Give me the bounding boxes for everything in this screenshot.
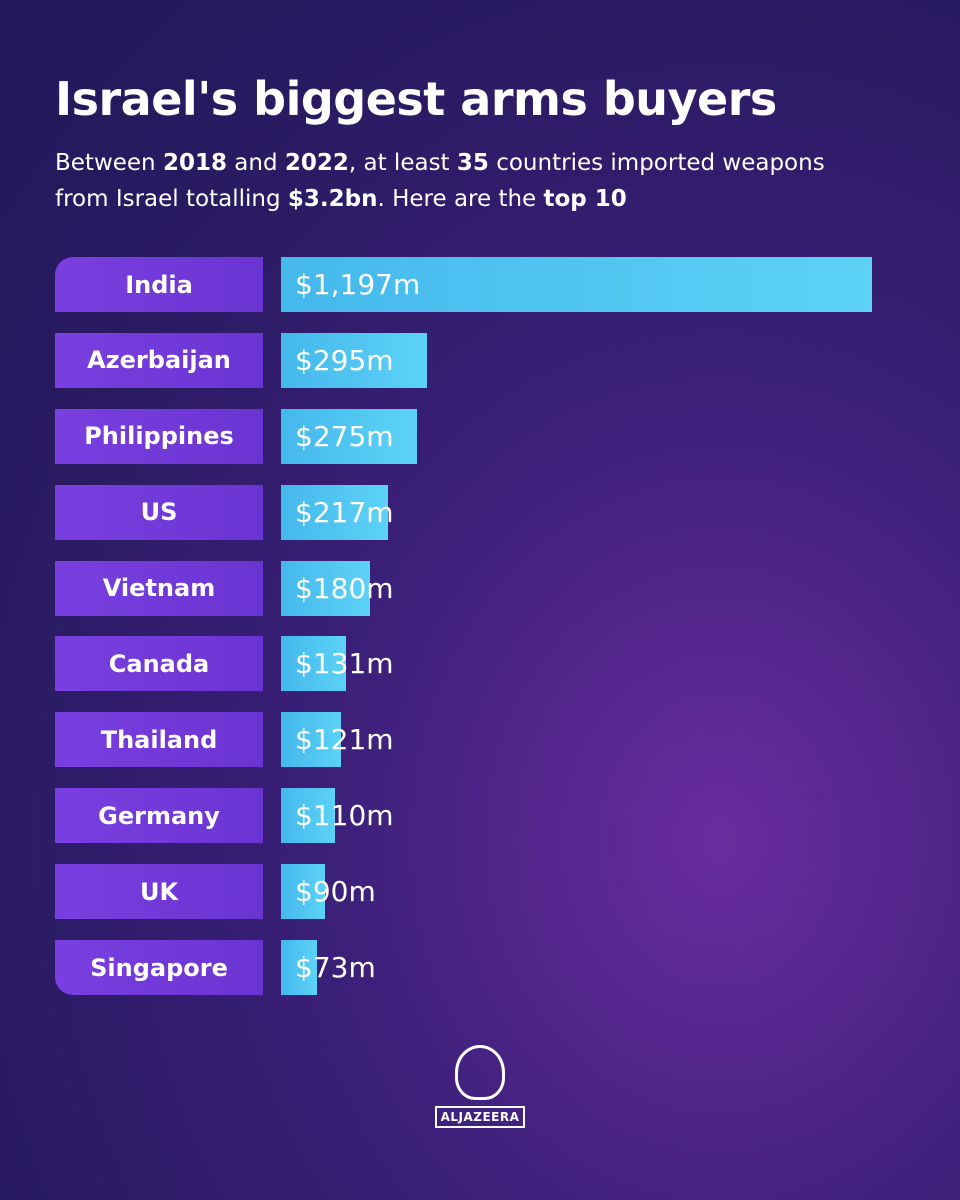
bar-row: US $217m xyxy=(55,484,915,540)
value-label: $73m xyxy=(295,951,376,985)
category-label: Singapore xyxy=(55,940,263,996)
bar xyxy=(281,712,341,768)
value-label: $217m xyxy=(295,495,394,529)
category-label: Canada xyxy=(55,636,263,692)
bar-row: Philippines $275m xyxy=(55,408,915,464)
bar-row: UK $90m xyxy=(55,864,915,920)
category-label: Germany xyxy=(55,788,263,844)
logo: ALJAZEERA xyxy=(430,1045,530,1128)
category-label: US xyxy=(55,484,263,540)
subtitle-highlight: $3.2bn xyxy=(287,186,378,212)
chart-subtitle: Between 2018 and 2022, at least 35 count… xyxy=(55,145,845,217)
category-label: Thailand xyxy=(55,712,263,768)
value-label: $121m xyxy=(295,723,394,757)
bar-row: India $1,197m xyxy=(55,257,915,312)
subtitle-text: , at least xyxy=(348,150,457,176)
category-label: Philippines xyxy=(55,408,263,464)
bar-row: Azerbaijan $295m xyxy=(55,332,915,388)
bar xyxy=(281,408,417,464)
bar xyxy=(281,332,427,388)
subtitle-text: Between xyxy=(55,150,163,176)
bar xyxy=(281,788,336,844)
bar-row: Thailand $121m xyxy=(55,712,915,768)
value-label: $180m xyxy=(295,571,394,605)
bar xyxy=(281,636,346,692)
category-label: India xyxy=(55,257,263,312)
bar-row: Singapore $73m xyxy=(55,940,915,996)
subtitle-highlight: 2018 xyxy=(162,150,227,176)
bar xyxy=(281,864,326,920)
value-label: $295m xyxy=(295,343,394,377)
subtitle-highlight: 2022 xyxy=(284,150,349,176)
category-label: UK xyxy=(55,864,263,920)
subtitle-text: countries imported weapons from Israel t… xyxy=(55,150,825,212)
logo-mark xyxy=(455,1045,505,1100)
bar-row: Canada $131m xyxy=(55,636,915,692)
bar-row: Germany $110m xyxy=(55,788,915,844)
bar-chart: India $1,197m Azerbaijan $295m Philippines $2… xyxy=(55,257,915,1016)
bar xyxy=(281,484,389,540)
logo-text: ALJAZEERA xyxy=(434,1106,526,1128)
subtitle-highlight: top 10 xyxy=(543,186,627,212)
value-label: $275m xyxy=(295,419,394,453)
bar-row: Vietnam $180m xyxy=(55,560,915,616)
chart-title: Israel's biggest arms buyers xyxy=(55,72,777,126)
bar xyxy=(281,560,370,616)
value-label: $110m xyxy=(295,799,394,833)
category-label: Vietnam xyxy=(55,560,263,616)
subtitle-text: and xyxy=(226,150,285,176)
value-label: $131m xyxy=(295,647,394,681)
value-label: $1,197m xyxy=(295,268,421,301)
bar xyxy=(281,257,872,312)
subtitle-highlight: 35 xyxy=(456,150,489,176)
value-label: $90m xyxy=(295,875,376,909)
bar xyxy=(281,940,318,996)
category-label: Azerbaijan xyxy=(55,332,263,388)
subtitle-text: . Here are the xyxy=(377,186,544,212)
